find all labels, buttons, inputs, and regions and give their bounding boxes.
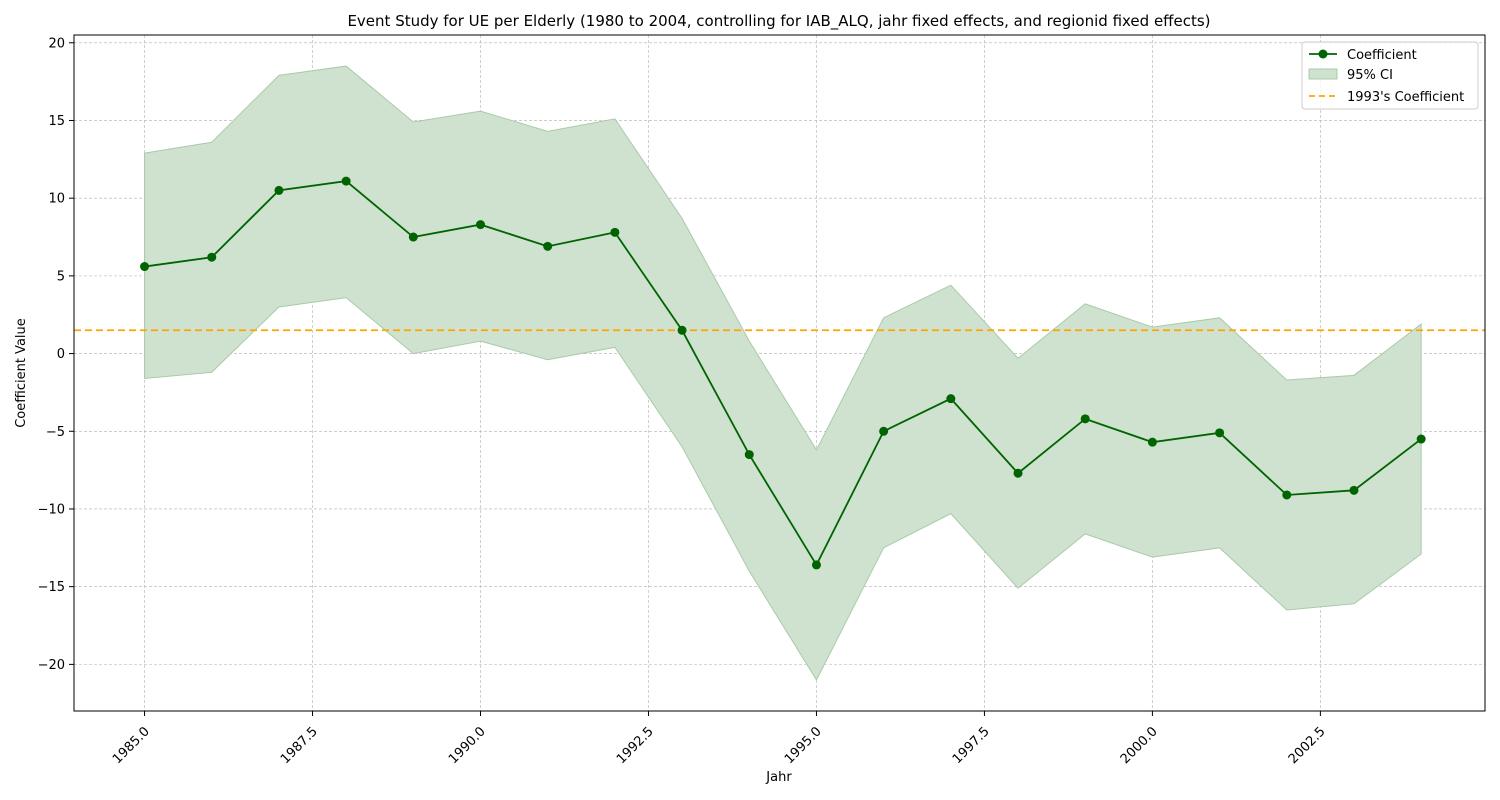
coefficient-point (811, 560, 821, 570)
legend-coefficient-marker (1318, 49, 1328, 59)
chart-title: Event Study for UE per Elderly (1980 to … (347, 12, 1210, 31)
y-axis-ticks: 20 15 10 5 0 −5 −10 −15 −20 (38, 36, 74, 673)
coefficient-point (677, 325, 687, 335)
ci-band-layer (144, 65, 1422, 681)
series-layer (140, 176, 1426, 570)
y-tick-label: −20 (38, 658, 65, 673)
coefficient-point (1215, 428, 1225, 438)
legend: Coefficient 95% CI 1993's Coefficient (1301, 41, 1479, 110)
coefficient-point (543, 241, 553, 251)
coefficient-point (1416, 434, 1426, 444)
legend-reference-label: 1993's Coefficient (1347, 90, 1464, 105)
y-tick-label: 5 (57, 269, 65, 284)
y-tick-label: −5 (46, 425, 65, 440)
y-tick-label: −15 (38, 580, 65, 595)
y-tick-label: 10 (48, 192, 65, 207)
coefficient-point (1349, 485, 1359, 495)
y-tick-label: 0 (57, 347, 65, 362)
coefficient-point (1282, 490, 1292, 500)
coefficient-point (274, 185, 284, 195)
coefficient-point (341, 176, 351, 186)
coefficient-point (140, 262, 150, 272)
legend-ci-label: 95% CI (1347, 68, 1393, 83)
coefficient-point (207, 252, 217, 262)
x-axis-label: Jahr (765, 770, 792, 785)
legend-box (1301, 41, 1479, 110)
y-tick-label: 20 (48, 36, 65, 51)
y-tick-label: 15 (48, 114, 65, 129)
plot-frame (73, 34, 1486, 712)
ci-band (144, 65, 1422, 681)
y-axis-label: Coefficient Value (14, 318, 29, 428)
legend-coefficient-label: Coefficient (1347, 48, 1417, 63)
coefficient-point (1147, 437, 1157, 447)
y-tick-label: −10 (38, 502, 65, 517)
legend-ci-swatch (1308, 68, 1338, 80)
coefficient-line (144, 180, 1422, 567)
coefficient-point (1013, 468, 1023, 478)
coefficient-point (476, 220, 486, 230)
coefficient-point (879, 426, 889, 436)
coefficient-point (946, 394, 956, 404)
coefficient-point (744, 450, 754, 460)
coefficient-point (1080, 414, 1090, 424)
coefficient-point (610, 227, 620, 237)
coefficient-point (408, 232, 418, 242)
